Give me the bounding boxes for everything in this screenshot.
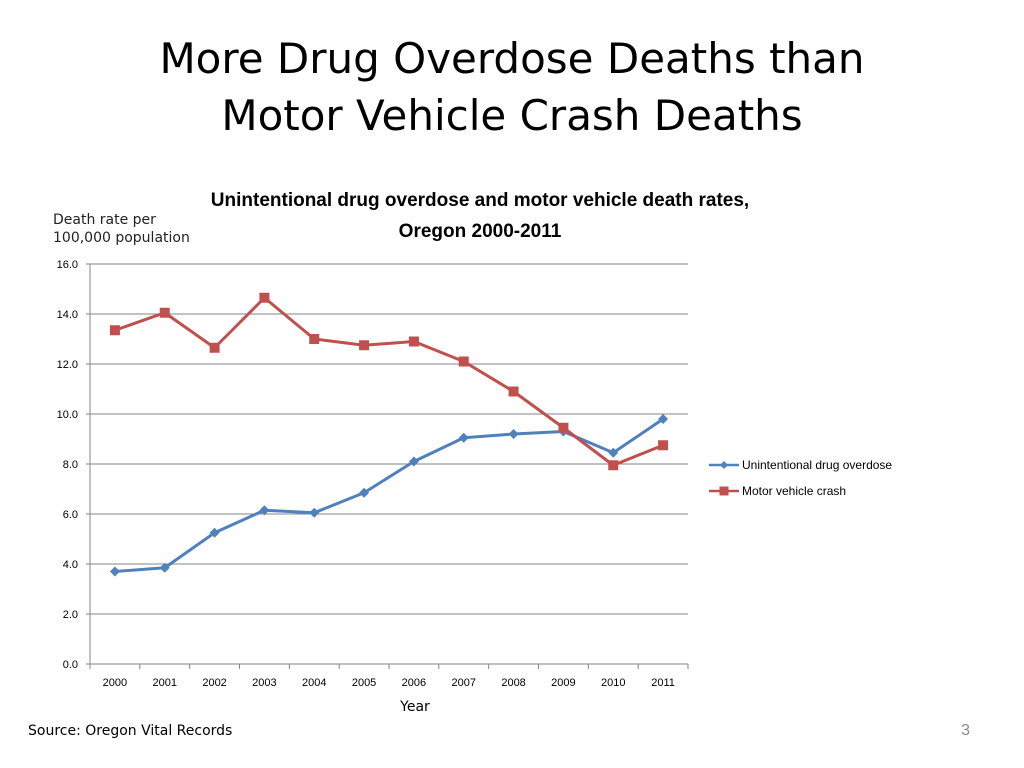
x-tick-label: 2009 bbox=[551, 677, 575, 689]
chart-title-line-1: Unintentional drug overdose and motor ve… bbox=[210, 190, 750, 211]
gridlines bbox=[90, 263, 688, 615]
y-axis-label-line-2: 100,000 population bbox=[53, 230, 190, 246]
slide-title-line-2: Motor Vehicle Crash Deaths bbox=[221, 91, 803, 140]
data-point-motor-vehicle bbox=[359, 340, 370, 351]
data-point-motor-vehicle bbox=[159, 307, 170, 318]
legend-label-drug-overdose: Unintentional drug overdose bbox=[742, 458, 893, 472]
x-tick-label: 2002 bbox=[202, 677, 226, 689]
data-point-drug-overdose bbox=[259, 505, 270, 516]
series-lines bbox=[109, 292, 669, 577]
data-point-drug-overdose bbox=[209, 527, 220, 538]
data-point-motor-vehicle bbox=[408, 336, 419, 347]
x-tick-label: 2005 bbox=[352, 677, 376, 689]
data-point-motor-vehicle bbox=[508, 386, 519, 397]
data-point-drug-overdose bbox=[159, 562, 170, 573]
data-point-motor-vehicle bbox=[458, 356, 469, 367]
legend-item-drug-overdose: Unintentional drug overdose bbox=[708, 452, 892, 478]
x-tick-label: 2007 bbox=[452, 677, 476, 689]
x-tick-label: 2008 bbox=[501, 677, 525, 689]
chart-title: Unintentional drug overdose and motor ve… bbox=[130, 185, 830, 247]
data-point-drug-overdose bbox=[359, 487, 370, 498]
y-axis-label-line-1: Death rate per bbox=[53, 212, 156, 228]
x-tick-label: 2011 bbox=[651, 677, 675, 689]
data-point-drug-overdose bbox=[309, 507, 320, 518]
y-tick-label: 0.0 bbox=[63, 659, 78, 671]
y-tick-label: 8.0 bbox=[63, 459, 78, 471]
data-point-drug-overdose bbox=[109, 566, 120, 577]
axes bbox=[86, 263, 689, 669]
data-point-motor-vehicle bbox=[558, 422, 569, 433]
data-point-motor-vehicle bbox=[209, 342, 220, 353]
y-tick-label: 2.0 bbox=[63, 609, 78, 621]
series-line-motor-vehicle bbox=[114, 296, 664, 467]
tick-labels: 0.0 2.0 4.0 6.0 8.0 10.0 12.0 14.0 16.0 2000 2001 2… bbox=[57, 259, 675, 715]
x-axis-title: Year bbox=[399, 699, 430, 715]
slide-title: More Drug Overdose Deaths than Motor Veh… bbox=[0, 30, 1024, 144]
data-point-motor-vehicle bbox=[309, 334, 320, 344]
x-tick-label: 2003 bbox=[252, 677, 276, 689]
y-tick-label: 14.0 bbox=[57, 309, 78, 321]
x-tick-label: 2010 bbox=[601, 677, 625, 689]
legend: Unintentional drug overdose Motor vehicl… bbox=[708, 452, 892, 504]
x-tick-label: 2006 bbox=[402, 677, 426, 689]
x-tick-label: 2000 bbox=[103, 677, 127, 689]
data-point-drug-overdose bbox=[658, 414, 669, 424]
y-tick-label: 10.0 bbox=[57, 409, 78, 421]
data-point-drug-overdose bbox=[608, 447, 619, 458]
legend-item-motor-vehicle: Motor vehicle crash bbox=[708, 478, 892, 504]
x-tick-label: 2004 bbox=[302, 677, 326, 689]
y-tick-label: 16.0 bbox=[57, 259, 78, 271]
y-tick-label: 4.0 bbox=[63, 559, 78, 571]
y-tick-label: 6.0 bbox=[63, 509, 78, 521]
data-point-motor-vehicle bbox=[259, 292, 270, 303]
legend-label-motor-vehicle: Motor vehicle crash bbox=[742, 484, 847, 498]
data-point-drug-overdose bbox=[458, 432, 469, 443]
source-note: Source: Oregon Vital Records bbox=[28, 723, 233, 739]
data-point-motor-vehicle bbox=[608, 460, 619, 471]
legend-swatch-drug-overdose bbox=[709, 461, 739, 469]
slide-number: 3 bbox=[961, 722, 970, 739]
slide-title-line-1: More Drug Overdose Deaths than bbox=[159, 34, 865, 83]
x-tick-label: 2001 bbox=[153, 677, 177, 689]
data-point-drug-overdose bbox=[508, 429, 519, 439]
legend-swatch-motor-vehicle bbox=[709, 486, 739, 496]
chart-title-line-2: Oregon 2000-2011 bbox=[398, 221, 562, 242]
y-axis-label: Death rate per 100,000 population bbox=[53, 211, 190, 247]
data-point-drug-overdose bbox=[408, 456, 419, 467]
data-point-motor-vehicle bbox=[658, 440, 669, 451]
y-tick-label: 12.0 bbox=[57, 359, 78, 371]
data-point-motor-vehicle bbox=[109, 325, 120, 336]
